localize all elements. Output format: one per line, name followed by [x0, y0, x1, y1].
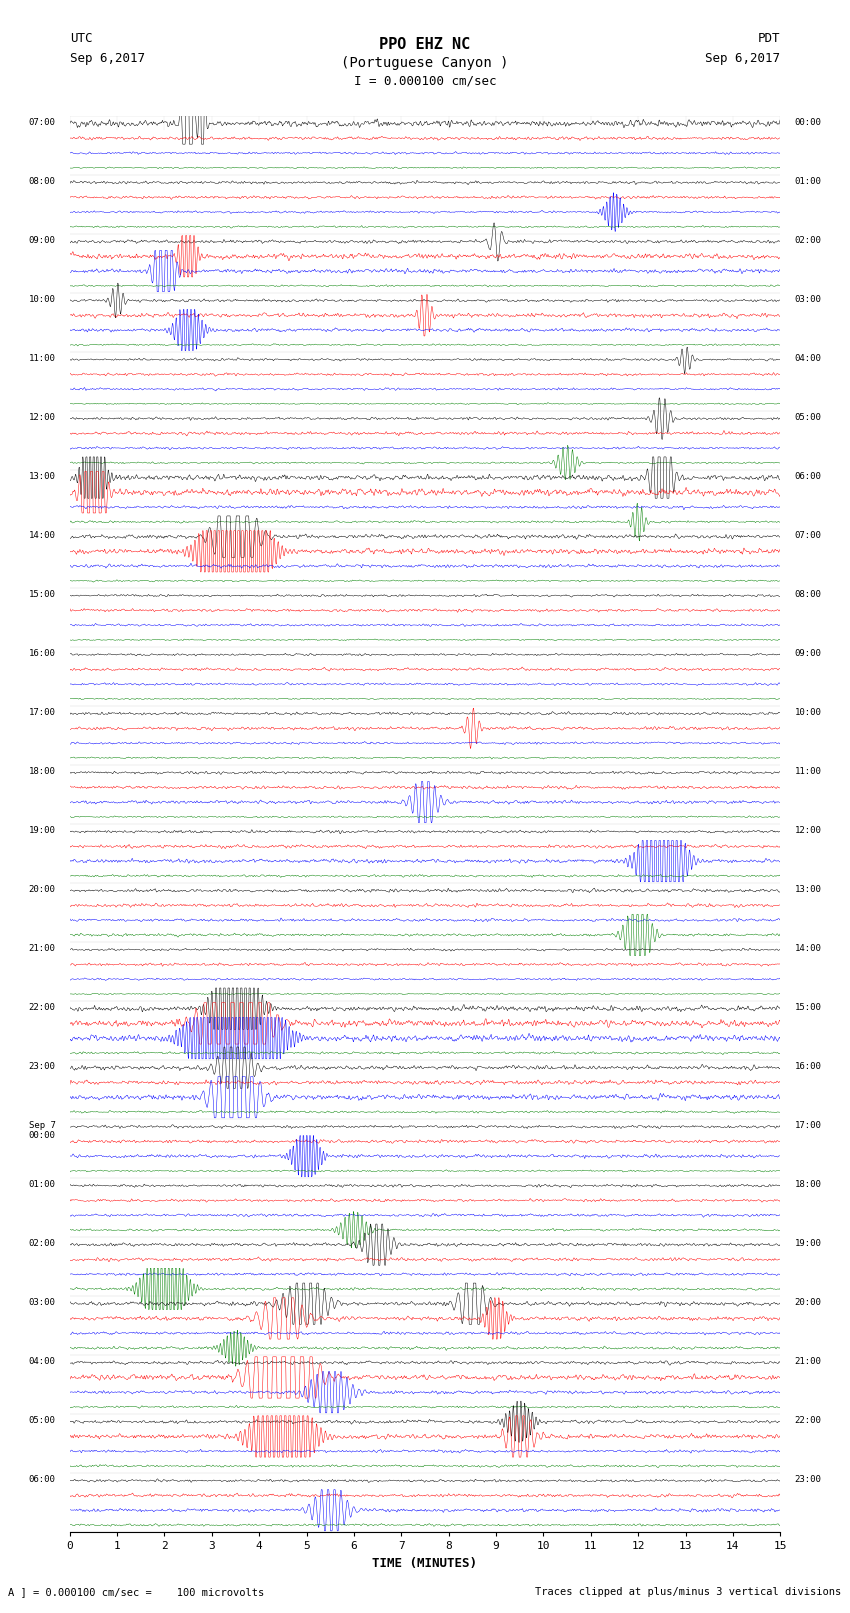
Text: 04:00: 04:00: [795, 353, 821, 363]
Text: 09:00: 09:00: [29, 235, 55, 245]
Text: 18:00: 18:00: [795, 1179, 821, 1189]
Text: 08:00: 08:00: [795, 590, 821, 598]
Text: 11:00: 11:00: [795, 766, 821, 776]
Text: 19:00: 19:00: [29, 826, 55, 834]
Text: I = 0.000100 cm/sec: I = 0.000100 cm/sec: [354, 74, 496, 87]
X-axis label: TIME (MINUTES): TIME (MINUTES): [372, 1557, 478, 1569]
Text: 01:00: 01:00: [29, 1179, 55, 1189]
Text: Sep 6,2017: Sep 6,2017: [70, 52, 144, 65]
Text: Sep 7
00:00: Sep 7 00:00: [29, 1121, 55, 1140]
Text: 05:00: 05:00: [29, 1416, 55, 1424]
Text: A ] = 0.000100 cm/sec =    100 microvolts: A ] = 0.000100 cm/sec = 100 microvolts: [8, 1587, 264, 1597]
Text: 22:00: 22:00: [29, 1003, 55, 1011]
Text: (Portuguese Canyon ): (Portuguese Canyon ): [341, 56, 509, 71]
Text: 08:00: 08:00: [29, 176, 55, 185]
Text: 22:00: 22:00: [795, 1416, 821, 1424]
Text: UTC: UTC: [70, 32, 92, 45]
Text: 17:00: 17:00: [795, 1121, 821, 1129]
Text: 03:00: 03:00: [795, 295, 821, 303]
Text: 02:00: 02:00: [795, 235, 821, 245]
Text: 16:00: 16:00: [29, 648, 55, 658]
Text: 17:00: 17:00: [29, 708, 55, 716]
Text: 10:00: 10:00: [795, 708, 821, 716]
Text: 14:00: 14:00: [29, 531, 55, 540]
Text: 11:00: 11:00: [29, 353, 55, 363]
Text: Sep 6,2017: Sep 6,2017: [706, 52, 780, 65]
Text: 05:00: 05:00: [795, 413, 821, 421]
Text: 12:00: 12:00: [29, 413, 55, 421]
Text: 06:00: 06:00: [29, 1474, 55, 1484]
Text: 16:00: 16:00: [795, 1061, 821, 1071]
Text: 06:00: 06:00: [795, 471, 821, 481]
Text: 13:00: 13:00: [29, 471, 55, 481]
Text: 19:00: 19:00: [795, 1239, 821, 1248]
Text: 12:00: 12:00: [795, 826, 821, 834]
Text: 03:00: 03:00: [29, 1298, 55, 1307]
Text: Traces clipped at plus/minus 3 vertical divisions: Traces clipped at plus/minus 3 vertical …: [536, 1587, 842, 1597]
Text: 07:00: 07:00: [795, 531, 821, 540]
Text: PPO EHZ NC: PPO EHZ NC: [379, 37, 471, 52]
Text: 23:00: 23:00: [795, 1474, 821, 1484]
Text: 13:00: 13:00: [795, 884, 821, 894]
Text: 02:00: 02:00: [29, 1239, 55, 1248]
Text: 14:00: 14:00: [795, 944, 821, 953]
Text: 10:00: 10:00: [29, 295, 55, 303]
Text: 20:00: 20:00: [795, 1298, 821, 1307]
Text: 15:00: 15:00: [795, 1003, 821, 1011]
Text: 20:00: 20:00: [29, 884, 55, 894]
Text: PDT: PDT: [758, 32, 780, 45]
Text: 18:00: 18:00: [29, 766, 55, 776]
Text: 15:00: 15:00: [29, 590, 55, 598]
Text: 09:00: 09:00: [795, 648, 821, 658]
Text: 23:00: 23:00: [29, 1061, 55, 1071]
Text: 07:00: 07:00: [29, 118, 55, 126]
Text: 00:00: 00:00: [795, 118, 821, 126]
Text: 21:00: 21:00: [29, 944, 55, 953]
Text: 04:00: 04:00: [29, 1357, 55, 1366]
Text: 01:00: 01:00: [795, 176, 821, 185]
Text: 21:00: 21:00: [795, 1357, 821, 1366]
